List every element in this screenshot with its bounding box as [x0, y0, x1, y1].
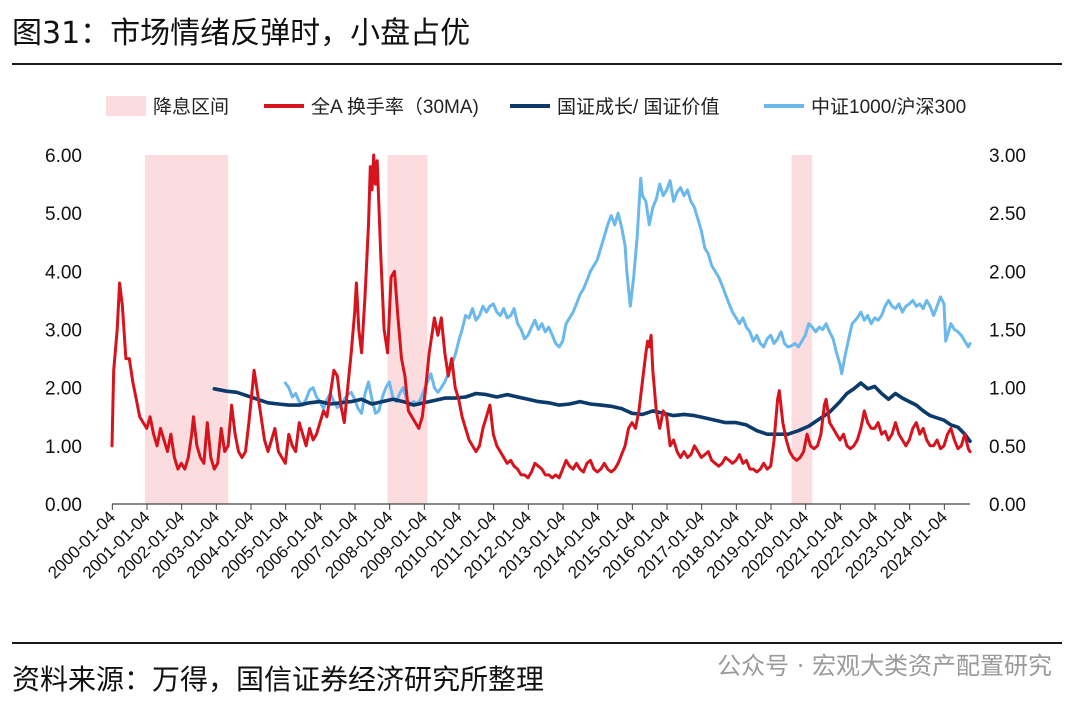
y-right-tick-6: 3.00	[989, 146, 1026, 167]
y-right-tick-1: 0.50	[989, 437, 1026, 458]
legend-label-growth_value: 国证成长/ 国证价值	[557, 96, 720, 118]
legend-swatch-cut	[106, 96, 146, 116]
y-right-tick-3: 1.50	[989, 321, 1026, 342]
top-rule	[12, 63, 1062, 65]
rate-cut-bands	[144, 155, 813, 504]
legend-label-cut: 降息区间	[153, 96, 229, 118]
figure-title: 图31：市场情绪反弹时，小盘占优	[12, 16, 471, 51]
y-right-tick-5: 2.50	[989, 204, 1026, 225]
rate-cut-band-0	[144, 155, 229, 504]
series-line-1	[212, 381, 972, 443]
rate-cut-band-2	[791, 155, 813, 504]
source-note: 资料来源：万得，国信证券经济研究所整理	[12, 663, 545, 696]
series-line-2	[283, 176, 972, 415]
y-right-tick-0: 0.00	[989, 495, 1026, 516]
legend-label-small_large: 中证1000/沪深300	[811, 96, 966, 118]
y-left-tick-1: 1.00	[45, 437, 82, 458]
y-right-tick-labels: 0.00 0.50 1.00 1.50 2.00 2.50 3.00	[989, 146, 1026, 516]
y-left-tick-6: 6.00	[45, 146, 82, 167]
rate-cut-band-1	[387, 155, 428, 504]
watermark: 公众号 · 宏观大类资产配置研究	[717, 652, 1052, 680]
legend-label-turnover: 全A 换手率（30MA)	[311, 96, 479, 118]
y-left-tick-3: 3.00	[45, 321, 82, 342]
bottom-rule	[12, 642, 1062, 644]
x-tick-labels: 2000-01-042001-01-042002-01-042003-01-04…	[44, 504, 951, 582]
y-right-tick-4: 2.00	[989, 262, 1026, 283]
y-left-tick-2: 2.00	[45, 379, 82, 400]
legend: 降息区间 全A 换手率（30MA) 国证成长/ 国证价值 中证1000/沪深300	[106, 96, 966, 118]
y-right-tick-2: 1.00	[989, 379, 1026, 400]
y-left-tick-4: 4.00	[45, 262, 82, 283]
y-left-tick-5: 5.00	[45, 204, 82, 225]
series-line-0	[110, 153, 972, 480]
y-left-tick-labels: 0.00 1.00 2.00 3.00 4.00 5.00 6.00	[45, 146, 82, 516]
y-left-tick-0: 0.00	[45, 495, 82, 516]
series-lines	[110, 153, 972, 480]
